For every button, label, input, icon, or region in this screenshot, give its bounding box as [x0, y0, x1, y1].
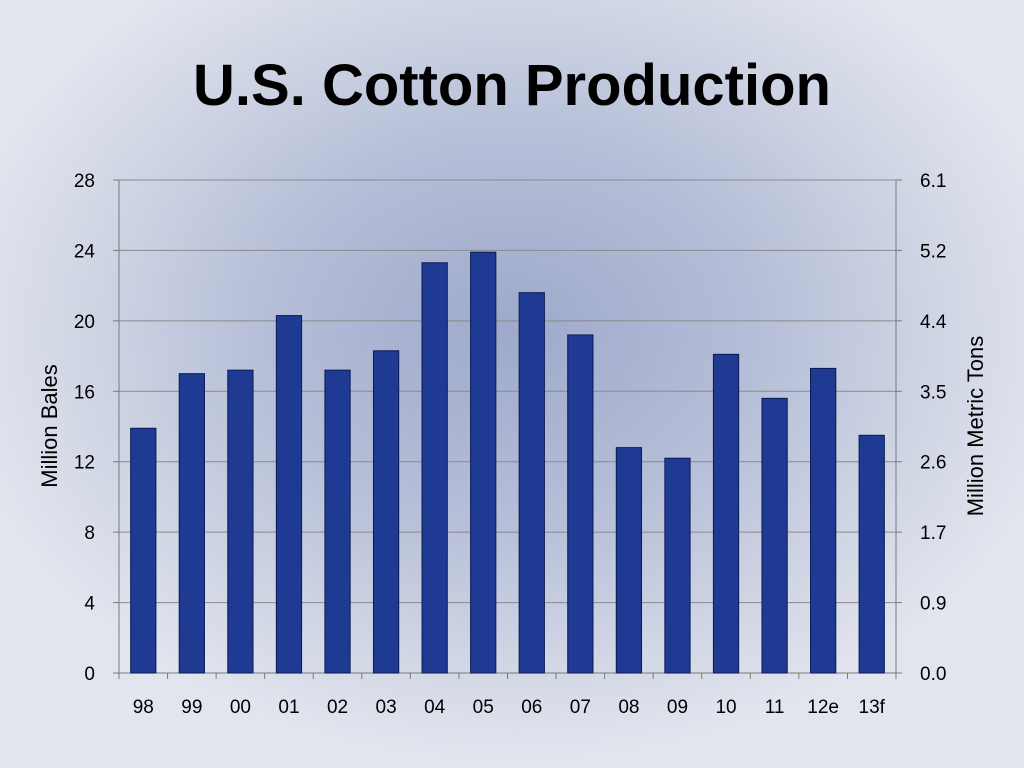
bar-01 [275, 315, 303, 674]
x-tick-label: 11 [765, 697, 785, 718]
x-tick-label: 12e [807, 697, 839, 718]
x-tick-label: 03 [376, 697, 397, 718]
y2-tick-label: 3.5 [920, 382, 946, 403]
x-tick-label: 99 [181, 697, 202, 718]
bar-05 [470, 251, 497, 674]
y2-tick-label: 4.4 [920, 312, 947, 333]
y2-tick-label: 5.2 [920, 241, 946, 262]
y-tick-label: 12 [74, 453, 95, 474]
bar-04 [421, 262, 448, 674]
x-tick-label: 02 [327, 697, 348, 718]
x-tick-label: 04 [424, 697, 446, 718]
bar-98 [130, 427, 157, 674]
y-tick-label: 8 [84, 523, 95, 544]
bar-12e [810, 367, 837, 674]
y2-tick-label: 6.1 [920, 171, 946, 192]
bar-03 [372, 350, 400, 674]
chart-title: U.S. Cotton Production [193, 53, 831, 118]
x-tick-label: 10 [715, 697, 736, 718]
bars [130, 251, 885, 674]
bar-06 [518, 292, 545, 674]
bar-00 [227, 369, 254, 674]
y-axis-title: Million Bales [37, 364, 62, 488]
x-tick-label: 05 [473, 697, 494, 718]
x-tick-labels: 98 99 00 01 02 03 04 05 06 07 08 09 10 11 12e 13f [118, 673, 897, 718]
x-tick-label: 98 [133, 697, 154, 718]
bar-11 [761, 397, 788, 674]
x-tick-label: 00 [230, 697, 251, 718]
y-tick-label: 28 [74, 171, 95, 192]
y-tick-label: 16 [74, 382, 95, 403]
x-tick-label: 08 [618, 697, 639, 718]
y2-tick-label: 0.9 [920, 594, 946, 615]
x-tick-label: 13f [859, 697, 886, 718]
y2-axis-title: Million Metric Tons [963, 336, 988, 517]
bar-07 [567, 334, 594, 674]
y2-tick-label: 2.6 [920, 453, 946, 474]
bar-02 [324, 369, 351, 674]
bar-13f [858, 434, 885, 674]
y-tick-label: 20 [74, 312, 95, 333]
y2-tick-labels: 0.0 0.9 1.7 2.6 3.5 4.4 5.2 6.1 [920, 171, 947, 685]
bar-99 [178, 373, 205, 674]
y-tick-label: 4 [84, 594, 95, 615]
x-tick-label: 09 [667, 697, 688, 718]
x-tick-label: 07 [570, 697, 591, 718]
y-tick-labels: 0 4 8 12 16 20 24 28 [74, 171, 96, 685]
bar-08 [615, 447, 643, 674]
y-tick-label: 0 [84, 664, 95, 685]
bar-10 [712, 353, 740, 674]
y2-tick-label: 1.7 [920, 523, 946, 544]
x-tick-label: 06 [521, 697, 542, 718]
x-tick-label: 01 [278, 697, 299, 718]
bar-09 [664, 457, 691, 674]
y-tick-label: 24 [74, 241, 96, 262]
y2-tick-label: 0.0 [920, 664, 946, 685]
